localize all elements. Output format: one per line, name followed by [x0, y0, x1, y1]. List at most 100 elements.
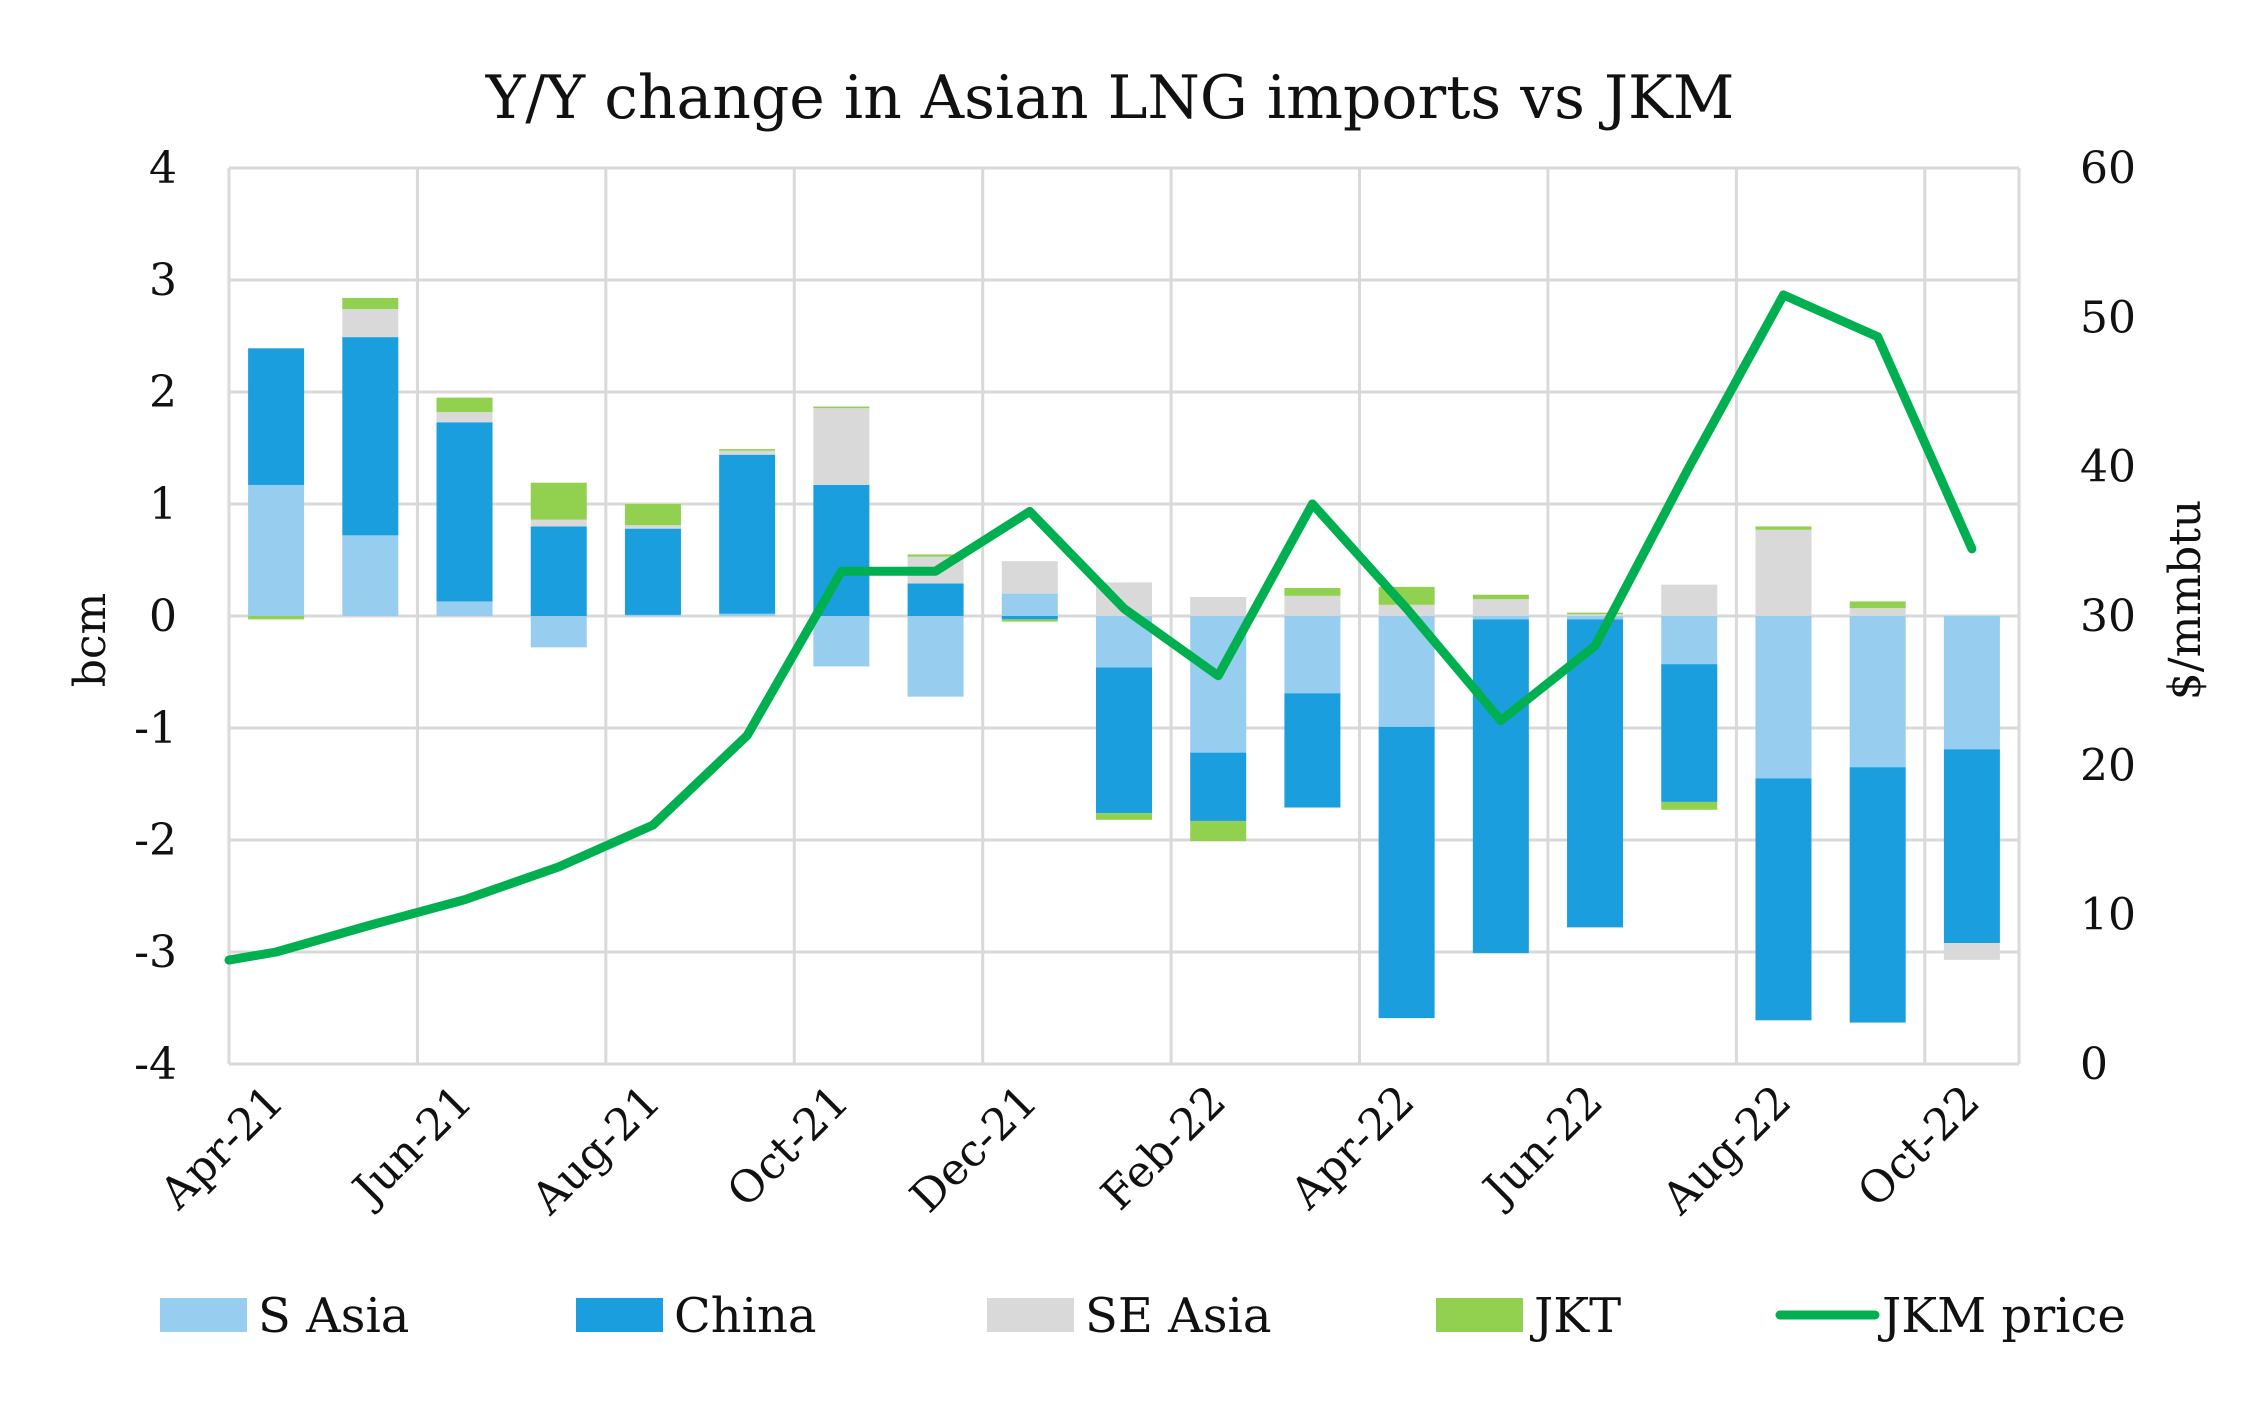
y2-tick-label: 20 — [2080, 740, 2136, 791]
y2-tick-label: 40 — [2080, 442, 2136, 493]
y-tick-label: 3 — [149, 255, 177, 306]
legend-swatch — [160, 1298, 247, 1332]
bar-jkt — [1472, 594, 1529, 600]
legend: S Asia China SE Asia JKT JKM price — [160, 1288, 2126, 1344]
bar-s-asia — [248, 484, 305, 616]
x-tick-label: Jun-21 — [341, 1076, 483, 1218]
bar-s-asia — [624, 614, 681, 617]
bar-se-asia — [1190, 596, 1247, 616]
bar-jkt — [530, 482, 587, 520]
x-tick-label: Aug-22 — [1652, 1076, 1801, 1225]
bar-china — [624, 528, 681, 615]
y-tick-label: 1 — [149, 479, 177, 530]
bar-se-asia — [1472, 599, 1529, 616]
y-tick-label: -1 — [134, 703, 177, 754]
legend-label: China — [674, 1288, 817, 1344]
y-axis-right: 0 10 20 30 40 50 60 — [2080, 143, 2136, 1090]
legend-swatch — [576, 1298, 663, 1332]
bar-china — [813, 484, 870, 616]
bar-jkt — [719, 449, 776, 451]
x-tick-label: Jun-22 — [1471, 1076, 1613, 1218]
y2-tick-label: 30 — [2080, 591, 2136, 642]
bar-jkt — [1567, 612, 1624, 615]
bar-s-asia — [907, 616, 964, 697]
line-jkm-price — [224, 290, 1977, 965]
bar-jkt — [248, 616, 305, 620]
bar-jkt — [624, 504, 681, 526]
bar-se-asia — [1001, 561, 1058, 594]
bar-china — [342, 337, 399, 536]
bar-s-asia — [342, 535, 399, 616]
bar-s-asia — [1001, 593, 1058, 616]
bar-se-asia — [1284, 595, 1341, 616]
bar-se-asia — [813, 407, 870, 485]
bar-jkt — [1001, 619, 1058, 622]
bar-china — [248, 348, 305, 485]
bar-jkt — [1849, 601, 1906, 609]
bar-china — [1661, 664, 1718, 802]
y2-tick-label: 60 — [2080, 143, 2136, 194]
legend-label: SE Asia — [1085, 1288, 1271, 1344]
y-tick-label: -4 — [134, 1039, 177, 1090]
bar-s-asia — [719, 613, 776, 616]
bar-china — [1849, 767, 1906, 1023]
bar-s-asia — [1755, 616, 1812, 779]
x-tick-label: Aug-21 — [521, 1076, 670, 1225]
bar-china — [1567, 619, 1624, 928]
bar-china — [719, 454, 776, 614]
bar-china — [1096, 667, 1152, 814]
bar-china — [436, 422, 493, 602]
legend-label: JKT — [1529, 1288, 1621, 1344]
x-tick-label: Oct-22 — [1848, 1076, 1990, 1218]
bar-se-asia — [1755, 529, 1812, 616]
y-tick-label: 4 — [149, 143, 177, 194]
x-tick-label: Dec-21 — [901, 1076, 1048, 1223]
bar-china — [1943, 749, 2000, 944]
y-axis-label: bcm — [65, 593, 116, 688]
y2-tick-label: 10 — [2080, 890, 2136, 941]
bar-se-asia — [1567, 613, 1624, 616]
legend-label: S Asia — [258, 1288, 409, 1344]
chart-title: Y/Y change in Asian LNG imports vs JKM — [485, 63, 1735, 133]
bar-s-asia — [1849, 616, 1906, 768]
bar-s-asia — [813, 616, 870, 667]
bars — [248, 297, 2000, 1023]
bar-s-asia — [1943, 616, 2000, 750]
y2-axis-label: $/mmbtu — [2160, 500, 2211, 700]
bar-china — [1001, 616, 1058, 620]
x-axis: Apr-21 Jun-21 Aug-21 Oct-21 Dec-21 Feb-22 Apr-… — [150, 1076, 1990, 1225]
bar-s-asia — [1284, 616, 1341, 694]
bar-s-asia — [1661, 616, 1718, 665]
bar-jkt — [1190, 820, 1247, 842]
y-tick-label: 0 — [149, 591, 177, 642]
bar-s-asia — [530, 616, 587, 648]
bar-se-asia — [624, 525, 681, 529]
bar-se-asia — [436, 412, 493, 423]
bar-se-asia — [342, 309, 399, 338]
bar-s-asia — [1567, 616, 1624, 620]
legend-label: JKM price — [1877, 1288, 2126, 1344]
bar-china — [1284, 693, 1341, 808]
bar-china — [907, 583, 964, 616]
jkm-line — [224, 290, 1977, 965]
bar-jkt — [907, 554, 964, 557]
x-tick-label: Apr-22 — [1280, 1076, 1424, 1220]
bar-se-asia — [1661, 584, 1718, 616]
legend-swatch — [1436, 1298, 1523, 1332]
bar-china — [1755, 778, 1812, 1021]
bar-jkt — [1755, 526, 1812, 530]
bar-jkt — [1284, 588, 1341, 596]
x-tick-label: Feb-22 — [1092, 1076, 1236, 1220]
y2-tick-label: 50 — [2080, 292, 2136, 343]
bar-jkt — [1096, 813, 1152, 820]
bar-se-asia — [530, 519, 587, 527]
bar-s-asia — [1472, 616, 1529, 620]
bar-jkt — [436, 397, 493, 413]
y-tick-label: 2 — [149, 367, 177, 418]
bar-china — [530, 526, 587, 616]
bar-se-asia — [1943, 943, 2000, 960]
bar-jkt — [1661, 801, 1718, 810]
x-tick-label: Apr-21 — [150, 1076, 294, 1220]
x-tick-label: Oct-21 — [718, 1076, 860, 1218]
bar-jkt — [342, 297, 399, 310]
